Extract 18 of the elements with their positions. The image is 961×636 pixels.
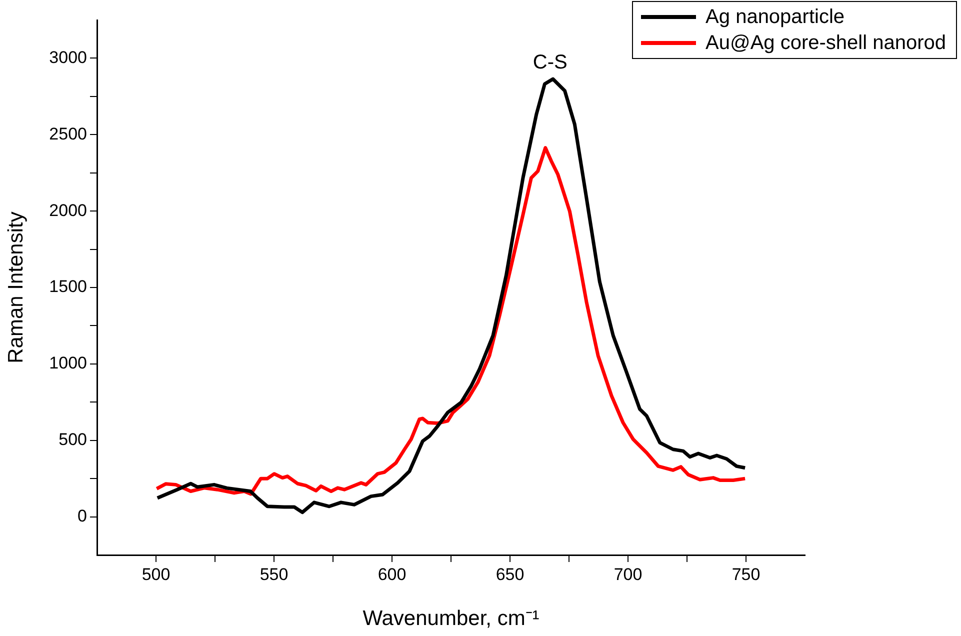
- y-axis-title: Raman Intensity: [4, 211, 28, 364]
- x-tick-label: 700: [614, 564, 642, 584]
- legend-label: Au@Ag core-shell nanorod: [706, 31, 946, 56]
- y-tick-label: 3000: [49, 48, 87, 67]
- y-tick-label: 1000: [49, 354, 87, 373]
- annotation: C-S: [532, 52, 568, 74]
- x-tick-label: 650: [496, 564, 524, 584]
- x-tick-label: 500: [142, 564, 170, 584]
- y-tick-label: 0: [78, 506, 87, 526]
- y-tick-label: 500: [58, 430, 87, 450]
- y-tick-label: 1500: [49, 277, 87, 296]
- y-tick-label: 2500: [49, 124, 87, 144]
- x-axis-title: Wavenumber, cm⁻¹: [362, 607, 540, 630]
- x-tick-label: 750: [732, 564, 760, 584]
- legend-label: Ag nanoparticle: [706, 5, 845, 30]
- y-tick-label: 2000: [49, 200, 87, 220]
- x-tick-label: 600: [378, 564, 406, 584]
- x-tick-label: 550: [260, 564, 288, 584]
